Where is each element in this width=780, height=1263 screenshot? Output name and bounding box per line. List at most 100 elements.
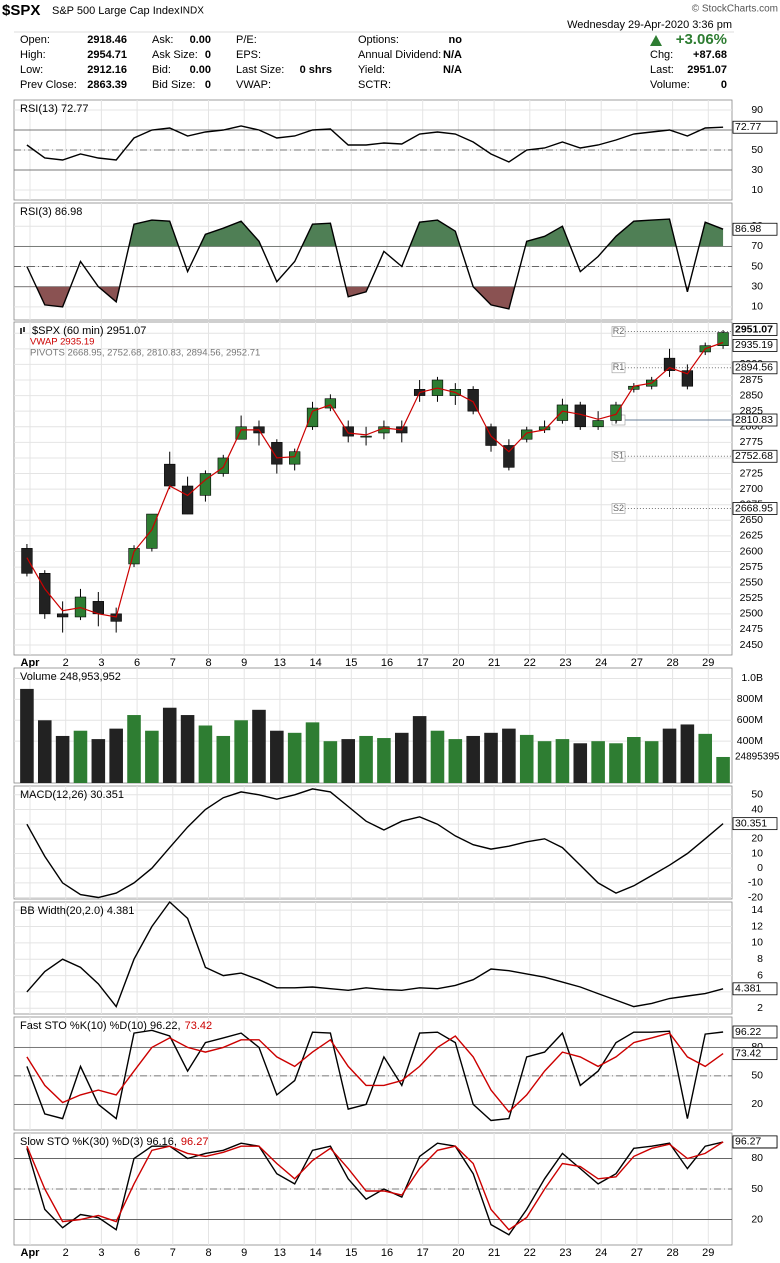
volume-bar <box>270 730 284 783</box>
candle-body <box>521 429 533 440</box>
y-tick-label: 10 <box>751 301 763 313</box>
x-tick-label: 14 <box>309 657 321 669</box>
quote-label: Ask Size: <box>152 49 198 61</box>
candle-body <box>21 548 33 574</box>
quote-label: Last Size: <box>236 64 284 76</box>
volume-bar <box>287 732 302 783</box>
candle-body <box>306 407 319 428</box>
x-tick-label: 28 <box>666 657 678 669</box>
value-box <box>732 502 778 515</box>
quote-label: P/E: <box>236 34 257 46</box>
y-tick-label: 2700 <box>740 483 764 495</box>
quote-label: Prev Close: <box>20 79 77 91</box>
candle-body <box>556 404 569 421</box>
last-value: 248953952 <box>735 752 780 763</box>
quote-label: Annual Dividend: <box>358 49 441 61</box>
indicator-line <box>26 218 724 310</box>
panel-title: RSI(13) 72.77 <box>20 103 88 115</box>
x-tick-label: 23 <box>559 657 571 669</box>
x-tick-label: 20 <box>452 657 464 669</box>
x-tick-label: 2 <box>63 1247 69 1259</box>
volume-bar <box>644 741 659 783</box>
quote-label: Yield: <box>358 64 385 76</box>
candle-body <box>56 613 69 618</box>
indicator-line <box>26 1032 724 1114</box>
exchange: INDX <box>180 6 204 17</box>
candle-body <box>217 457 229 474</box>
y-tick-label: 2525 <box>740 592 764 604</box>
volume-bar <box>55 735 70 783</box>
legend-pivots: PIVOTS 2668.95, 2752.68, 2810.83, 2894.5… <box>30 348 260 359</box>
quote-value: 2918.46 <box>87 34 127 46</box>
last-value: 30.351 <box>735 817 767 829</box>
volume-bar <box>537 741 552 783</box>
volume-bar <box>198 725 213 783</box>
volume-bar <box>162 707 177 783</box>
panel-frame <box>13 1016 733 1131</box>
y-tick-label: 14 <box>751 904 763 916</box>
indicator-line <box>26 900 724 1009</box>
candle-body <box>324 398 337 409</box>
y-tick-label: 2775 <box>740 436 764 448</box>
symbol: $SPX <box>2 2 40 19</box>
value-box <box>732 222 778 236</box>
x-tick-label: 3 <box>98 1247 104 1259</box>
candle-body <box>74 596 87 618</box>
panel-legend: Fast STO %K(10) %D(10) 96.22, 73.42 <box>20 1020 212 1032</box>
volume-bar <box>91 739 106 783</box>
volume-bar <box>680 724 695 783</box>
legend-icon <box>20 327 25 334</box>
y-tick-label: -10 <box>748 877 763 889</box>
x-tick-label: 16 <box>381 1247 393 1259</box>
quote-label: EPS: <box>236 49 261 61</box>
y-tick-label: 800M <box>737 693 763 705</box>
last-value: 86.98 <box>735 223 761 235</box>
volume-bar <box>127 715 141 783</box>
value-box <box>732 413 778 427</box>
candle-body <box>342 426 354 437</box>
volume-bar <box>466 735 480 783</box>
volume-bar <box>323 741 338 783</box>
volume-bar <box>73 730 88 783</box>
x-tick-label: 29 <box>702 1247 714 1259</box>
pivot-name: S2 <box>613 503 624 513</box>
indicator-line <box>26 1029 724 1122</box>
candle-body <box>181 485 194 515</box>
change-percent: +3.06% <box>676 31 727 48</box>
y-tick-label: 2575 <box>740 561 764 573</box>
pivot-name: S1 <box>613 451 624 461</box>
quote-value: +87.68 <box>693 49 727 61</box>
volume-bar <box>305 722 320 783</box>
y-tick-label: -20 <box>748 891 763 903</box>
x-tick-label: 8 <box>205 657 211 669</box>
quote-label: Open: <box>20 34 50 46</box>
candle-body <box>128 548 140 565</box>
pivot-name: R1 <box>613 362 625 372</box>
volume-bar <box>430 730 445 783</box>
x-tick-label: 16 <box>381 657 393 669</box>
x-tick-label: 3 <box>98 657 104 669</box>
quote-label: Bid Size: <box>152 79 195 91</box>
quote-value: 0 <box>205 79 211 91</box>
quote-value: 0 shrs <box>300 64 332 76</box>
up-arrow <box>650 35 662 46</box>
candle-body <box>271 442 283 465</box>
y-tick-label: 2500 <box>740 608 764 620</box>
y-tick-label: 10 <box>751 847 763 859</box>
pivot-name: R2 <box>613 326 625 336</box>
x-tick-label: 9 <box>241 657 247 669</box>
value-box <box>732 120 778 134</box>
last-value: 2935.19 <box>735 339 773 351</box>
candle-body <box>164 463 176 487</box>
y-tick-label: 2850 <box>740 389 764 401</box>
last-value: 4.381 <box>735 983 761 995</box>
value-box <box>732 339 778 352</box>
volume-bar <box>216 735 231 783</box>
candle-body <box>467 389 479 412</box>
indicator-line <box>26 1141 724 1231</box>
quote-value: 0.00 <box>190 64 211 76</box>
y-tick-label: 50 <box>751 1183 763 1195</box>
quote-value: 2863.39 <box>87 79 127 91</box>
volume-bar <box>37 720 52 783</box>
x-tick-label: Apr <box>21 657 41 669</box>
